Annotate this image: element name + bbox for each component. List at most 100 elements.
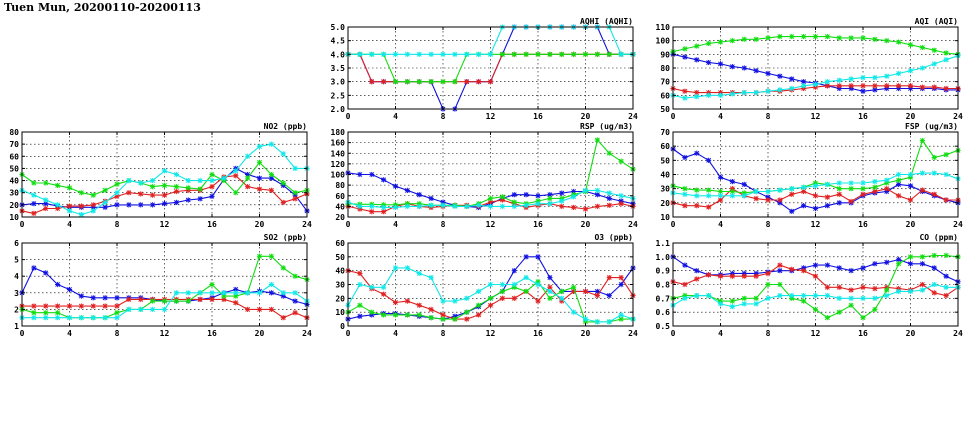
data-point-blue bbox=[173, 199, 179, 206]
data-point-blue bbox=[694, 57, 700, 63]
data-point-red bbox=[765, 197, 771, 203]
data-point-red bbox=[753, 273, 759, 279]
data-point-cyan bbox=[197, 290, 203, 296]
marker-stroke bbox=[547, 295, 553, 301]
y-tick-label: 50 bbox=[660, 156, 670, 165]
x-tick-label: 24 bbox=[628, 112, 638, 121]
marker-stroke bbox=[765, 71, 771, 76]
marker-stroke bbox=[753, 68, 759, 74]
marker-stroke bbox=[931, 290, 937, 296]
y-tick-label: 1 bbox=[14, 322, 19, 331]
marker-stroke bbox=[381, 209, 387, 215]
marker-stroke bbox=[908, 261, 913, 267]
data-point-cyan bbox=[547, 288, 553, 295]
data-point-cyan bbox=[535, 281, 541, 288]
x-tick-label: 8 bbox=[766, 329, 771, 338]
marker-stroke bbox=[511, 51, 517, 57]
marker-stroke bbox=[488, 295, 493, 301]
data-point-cyan bbox=[606, 319, 612, 325]
marker-stroke bbox=[860, 88, 866, 94]
data-point-blue bbox=[717, 61, 724, 67]
marker-stroke bbox=[393, 51, 398, 57]
data-point-cyan bbox=[812, 81, 819, 87]
marker-stroke bbox=[209, 184, 215, 190]
data-point-green bbox=[896, 39, 902, 45]
marker-stroke bbox=[233, 168, 239, 174]
marker-stroke bbox=[381, 177, 387, 183]
chart-title: O3 (ppb) bbox=[594, 233, 633, 242]
marker-stroke bbox=[836, 295, 842, 301]
x-tick-label: 24 bbox=[628, 329, 638, 338]
data-point-cyan bbox=[753, 90, 759, 96]
marker-stroke bbox=[848, 35, 854, 41]
marker-stroke bbox=[896, 177, 902, 183]
marker-stroke bbox=[67, 208, 72, 214]
marker-stroke bbox=[547, 275, 553, 281]
x-tick-label: 16 bbox=[533, 329, 543, 338]
chart-title: CO (ppm) bbox=[919, 233, 958, 242]
marker-stroke bbox=[594, 51, 600, 57]
marker-stroke bbox=[706, 272, 712, 278]
marker-stroke bbox=[197, 297, 203, 302]
data-point-cyan bbox=[907, 68, 914, 74]
marker-stroke bbox=[943, 152, 949, 158]
marker-stroke bbox=[765, 282, 771, 287]
data-point-red bbox=[777, 197, 783, 203]
marker-stroke bbox=[547, 192, 553, 198]
marker-stroke bbox=[559, 198, 565, 204]
data-point-green bbox=[559, 51, 565, 57]
data-point-green bbox=[872, 36, 878, 42]
marker-stroke bbox=[919, 187, 925, 193]
marker-stroke bbox=[499, 194, 505, 200]
data-point-red bbox=[860, 284, 866, 290]
data-point-blue bbox=[102, 295, 108, 301]
data-point-green bbox=[801, 33, 807, 40]
marker-stroke bbox=[511, 268, 517, 274]
marker-stroke bbox=[126, 178, 132, 184]
marker-stroke bbox=[511, 282, 517, 287]
data-point-green bbox=[185, 298, 191, 304]
data-point-blue bbox=[31, 265, 37, 271]
data-point-green bbox=[571, 284, 577, 290]
marker-stroke bbox=[606, 150, 612, 156]
marker-stroke bbox=[682, 295, 688, 301]
data-point-cyan bbox=[268, 281, 274, 288]
marker-stroke bbox=[682, 46, 688, 52]
marker-stroke bbox=[813, 306, 818, 312]
marker-stroke bbox=[860, 35, 866, 41]
data-point-cyan bbox=[114, 315, 120, 321]
marker-stroke bbox=[55, 206, 61, 211]
y-tick-label: 30 bbox=[335, 281, 345, 290]
marker-stroke bbox=[931, 265, 937, 271]
marker-stroke bbox=[452, 298, 458, 304]
marker-stroke bbox=[428, 195, 434, 201]
data-point-green bbox=[860, 315, 866, 321]
marker-stroke bbox=[860, 83, 866, 89]
data-point-cyan bbox=[428, 274, 434, 281]
data-point-cyan bbox=[416, 270, 422, 277]
data-point-cyan bbox=[90, 208, 96, 214]
y-tick-label: 70 bbox=[660, 128, 670, 137]
data-point-green bbox=[559, 288, 565, 295]
marker-stroke bbox=[765, 88, 771, 94]
marker-stroke bbox=[55, 282, 61, 287]
data-point-red bbox=[138, 191, 144, 197]
data-point-green bbox=[836, 35, 842, 41]
y-tick-label: 2.5 bbox=[331, 91, 346, 100]
data-point-blue bbox=[717, 174, 724, 180]
data-point-cyan bbox=[161, 306, 168, 312]
aqhi-chart: 0 4 8 12 16 20 24 2.0 2.5 3.0 3.5 4.0 4.5 5.0 AQHI (AQ… bbox=[331, 17, 638, 121]
data-point-green bbox=[694, 187, 700, 193]
data-point-blue bbox=[848, 268, 854, 274]
x-tick-label: 24 bbox=[953, 329, 963, 338]
data-point-cyan bbox=[907, 171, 914, 178]
data-point-blue bbox=[138, 202, 144, 208]
y-tick-label: 70 bbox=[660, 78, 670, 87]
x-tick-label: 4 bbox=[67, 220, 72, 229]
data-point-cyan bbox=[31, 192, 37, 198]
marker-stroke bbox=[535, 298, 541, 304]
marker-stroke bbox=[464, 309, 470, 315]
marker-stroke bbox=[102, 199, 108, 205]
marker-stroke bbox=[268, 175, 274, 181]
